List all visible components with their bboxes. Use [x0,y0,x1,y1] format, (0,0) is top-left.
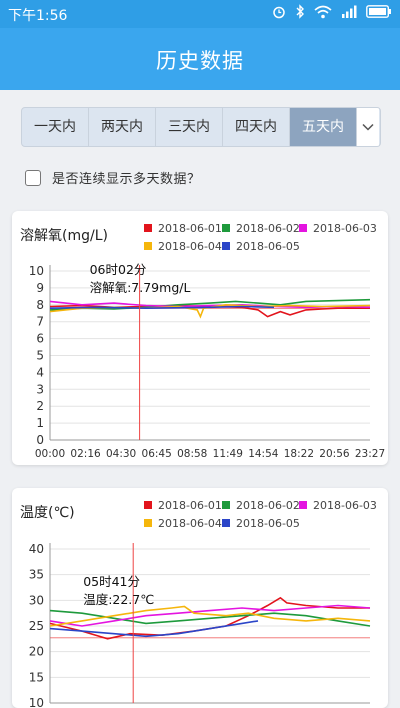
legend-label: 2018-06-05 [236,240,300,253]
y-tick-label: 6 [36,332,44,346]
tab-one-day[interactable]: 一天内 [22,108,89,146]
series-line [49,609,371,627]
continuous-checkbox[interactable] [25,169,41,186]
legend-swatch [222,501,230,509]
cursor-value-label: 温度:22.7℃ [83,592,154,607]
legend-swatch [144,224,152,232]
chart-card-temperature: 温度(℃) 2018-06-01 2018-06-02 2018-06-03 2018… [12,488,388,708]
legend-label: 2018-06-02 [236,222,300,235]
legend-swatch [299,224,307,232]
y-tick-label: 4 [36,365,44,379]
legend-swatch [222,242,230,250]
chart-title: 溶解氧(mg/L) [20,228,108,244]
x-tick-label: 02:16 [70,448,101,460]
legend-label: 2018-06-05 [236,517,300,530]
continuous-option: 是否连续显示多天数据？ [25,168,201,187]
cursor-time-label: 05时41分 [83,574,140,589]
x-tick-label: 00:00 [35,448,65,460]
series-line [49,596,370,640]
y-tick-label: 0 [36,433,44,447]
cursor-time-label: 06时02分 [90,262,147,277]
status-icons [272,4,392,19]
tab-five-days[interactable]: 五天内 [290,108,357,146]
legend-swatch [144,501,152,509]
legend-swatch [299,501,307,509]
legend-label: 2018-06-03 [313,222,377,235]
status-time: 下午1:56 [8,8,68,24]
x-tick-label: 23:27 [355,448,385,460]
tab-two-days[interactable]: 两天内 [89,108,156,146]
y-tick-label: 9 [36,281,44,295]
x-tick-label: 20:56 [319,448,350,460]
tab-three-days[interactable]: 三天内 [156,108,223,146]
chart-card-oxygen: 溶解氧(mg/L) 2018-06-01 2018-06-02 2018-06-03… [12,211,388,465]
y-tick-label: 40 [29,542,44,556]
status-bar: 下午1:56 [0,0,400,28]
oxygen-chart[interactable]: 2018-06-01 2018-06-02 2018-06-03 2018-06-04… [12,211,388,465]
y-tick-label: 3 [36,382,44,396]
legend-label: 2018-06-01 [158,222,222,235]
x-tick-label: 14:54 [248,448,279,460]
series-line [49,298,371,311]
temperature-chart[interactable]: 2018-06-01 2018-06-02 2018-06-03 2018-06-04… [12,488,388,708]
chevron-down-icon [362,123,374,131]
legend-label: 2018-06-03 [313,499,377,512]
series-line [49,604,371,627]
cursor-value-label: 溶解氧:7.79mg/L [90,280,191,295]
x-tick-label: 18:22 [284,448,314,460]
chart-title: 温度(℃) [20,505,75,521]
bluetooth-icon [296,4,304,19]
range-tabs: 一天内 两天内 三天内 四天内 五天内 [21,107,381,147]
legend-label: 2018-06-04 [158,240,222,253]
legend-swatch [222,519,230,527]
y-tick-label: 2 [36,399,44,413]
y-tick-label: 1 [36,416,44,430]
x-tick-label: 06:45 [142,448,172,460]
y-tick-label: 10 [29,264,44,278]
range-dropdown-button[interactable] [357,108,379,146]
series-line [49,620,259,638]
y-tick-label: 25 [29,619,44,633]
y-tick-label: 8 [36,298,44,312]
y-tick-label: 20 [29,645,44,659]
y-tick-label: 10 [29,696,44,708]
legend-swatch [222,224,230,232]
series-line [49,605,371,627]
alarm-icon [273,6,285,18]
legend-swatch [144,519,152,527]
legend-swatch [144,242,152,250]
x-tick-label: 04:30 [106,448,136,460]
y-tick-label: 15 [29,670,44,684]
legend-label: 2018-06-02 [236,499,300,512]
y-tick-label: 35 [29,568,44,582]
app-bar: 历史数据 [0,28,400,90]
page-title: 历史数据 [156,49,244,73]
legend-label: 2018-06-01 [158,499,222,512]
y-tick-label: 5 [36,349,44,363]
battery-icon [366,5,391,18]
y-tick-label: 30 [29,593,44,607]
signal-icon [342,5,357,18]
y-tick-label: 7 [36,315,44,329]
x-tick-label: 08:58 [177,448,207,460]
series-line [49,305,275,310]
continuous-label: 是否连续显示多天数据？ [52,172,201,187]
wifi-icon [314,5,332,18]
tab-four-days[interactable]: 四天内 [223,108,290,146]
legend-label: 2018-06-04 [158,517,222,530]
x-tick-label: 11:49 [213,448,243,460]
